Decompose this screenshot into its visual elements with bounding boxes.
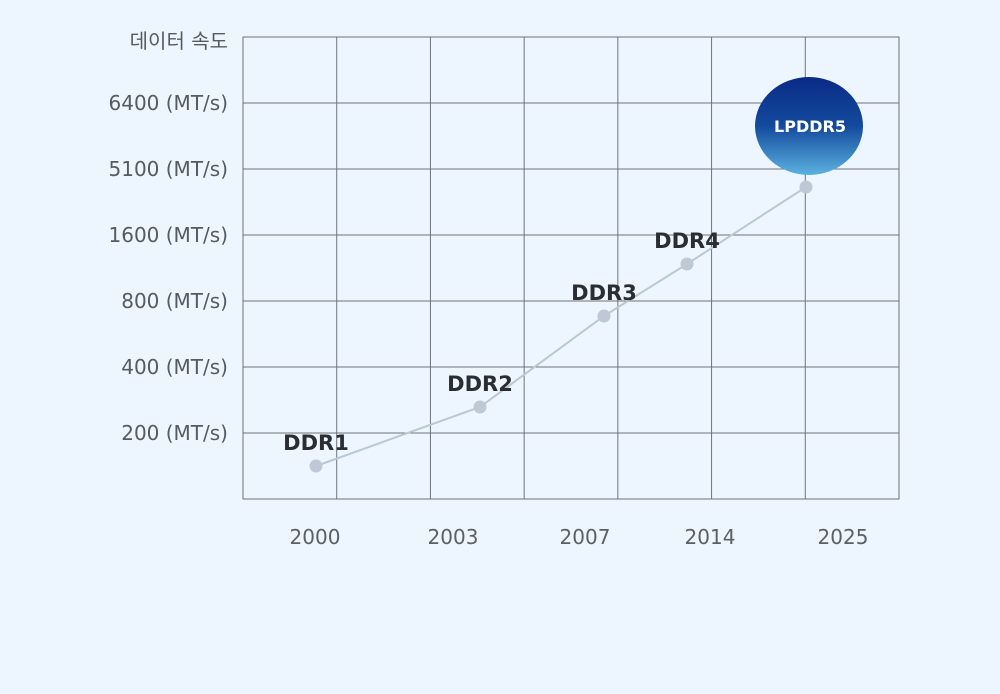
y-tick-label: 200 (MT/s) <box>121 421 228 445</box>
y-tick-label: 400 (MT/s) <box>121 355 228 379</box>
x-tick-label: 2003 <box>428 525 479 549</box>
x-tick-label: 2000 <box>290 525 341 549</box>
y-tick-label: 1600 (MT/s) <box>109 223 229 247</box>
y-tick-label: 5100 (MT/s) <box>109 157 229 181</box>
badge-circle <box>755 77 863 175</box>
data-point-layer <box>309 180 813 473</box>
data-point-ddr2 <box>473 400 487 414</box>
plot-frame <box>242 36 900 500</box>
data-point-ddr1 <box>309 459 323 473</box>
grid <box>242 36 900 500</box>
series-line <box>315 186 807 467</box>
point-label-ddr1: DDR1 <box>283 431 349 455</box>
y-tick-label: 800 (MT/s) <box>121 289 228 313</box>
x-tick-label: 2014 <box>685 525 736 549</box>
point-label-ddr4: DDR4 <box>654 229 720 253</box>
data-point-ddr3 <box>597 309 611 323</box>
x-tick-label: 2025 <box>818 525 869 549</box>
series-line-layer <box>315 186 807 467</box>
y-axis-title: 데이터 속도 <box>130 29 228 53</box>
data-point-lpddr5 <box>799 180 813 194</box>
x-tick-label: 2007 <box>560 525 611 549</box>
lpddr5-badge: LPDDR5 <box>755 77 863 175</box>
point-label-ddr3: DDR3 <box>571 281 637 305</box>
data-point-ddr4 <box>680 257 694 271</box>
label-layer: 데이터 속도 6400 (MT/s) 5100 (MT/s) 1600 (MT/s) 8… <box>109 29 869 549</box>
point-label-ddr2: DDR2 <box>447 372 513 396</box>
y-tick-label: 6400 (MT/s) <box>109 91 229 115</box>
point-label-lpddr5: LPDDR5 <box>774 117 846 136</box>
